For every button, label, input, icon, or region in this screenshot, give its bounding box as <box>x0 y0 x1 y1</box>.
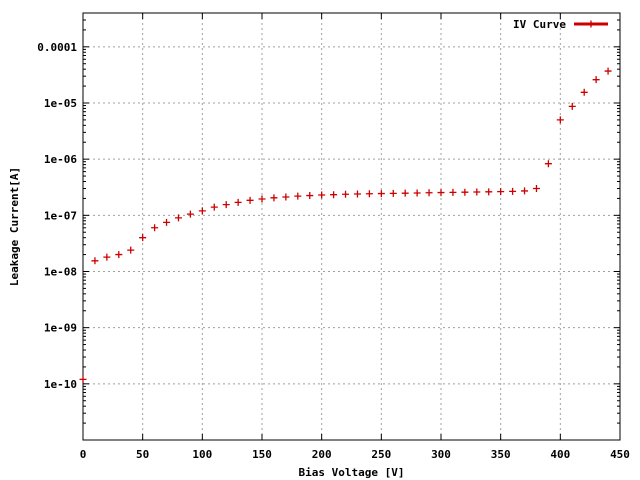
data-point <box>401 189 409 197</box>
data-point <box>163 218 171 226</box>
data-point <box>139 234 147 242</box>
data-point <box>210 203 218 211</box>
data-point <box>174 214 182 222</box>
data-point <box>234 198 242 206</box>
data-point <box>509 187 517 195</box>
y-axis-label: Leakage Current[A] <box>8 167 21 286</box>
data-point <box>532 185 540 193</box>
data-point <box>592 76 600 84</box>
x-tick-label: 350 <box>491 448 511 461</box>
legend-marker <box>587 20 595 28</box>
y-axis: 1e-10 1e-09 1e-08 1e-07 1e-06 1e-05 0.0001 <box>37 19 620 424</box>
data-point <box>306 192 314 200</box>
data-point <box>222 201 230 209</box>
legend-label: IV Curve <box>513 18 566 31</box>
x-tick-label: 150 <box>252 448 272 461</box>
data-point <box>103 253 111 261</box>
data-point <box>521 187 529 195</box>
legend: IV Curve <box>513 18 608 31</box>
data-point <box>377 190 385 198</box>
data-point <box>437 189 445 197</box>
x-tick-label: 50 <box>136 448 149 461</box>
data-point <box>604 67 612 75</box>
x-axis: 0 50 100 150 200 250 300 350 400 450 <box>80 13 630 461</box>
x-tick-label: 0 <box>80 448 87 461</box>
data-point <box>270 194 278 202</box>
y-tick-label: 0.0001 <box>37 41 77 54</box>
x-tick-label: 400 <box>550 448 570 461</box>
data-point <box>461 188 469 196</box>
data-point <box>556 116 564 124</box>
data-point <box>294 192 302 200</box>
x-axis-label: Bias Voltage [V] <box>299 466 405 479</box>
data-point <box>473 188 481 196</box>
data-point <box>318 191 326 199</box>
x-tick-label: 100 <box>192 448 212 461</box>
data-point <box>198 207 206 215</box>
data-point <box>282 193 290 201</box>
y-tick-label: 1e-07 <box>44 209 77 222</box>
data-point <box>497 188 505 196</box>
data-point <box>186 210 194 218</box>
data-point <box>568 102 576 110</box>
data-point <box>79 375 87 383</box>
data-points <box>79 67 612 383</box>
y-tick-label: 1e-08 <box>44 265 77 278</box>
data-point <box>330 191 338 199</box>
data-point <box>342 190 350 198</box>
data-point <box>258 195 266 203</box>
grid-lines <box>83 13 620 440</box>
x-tick-label: 300 <box>431 448 451 461</box>
data-point <box>544 160 552 168</box>
data-point <box>365 190 373 198</box>
data-point <box>151 224 159 232</box>
data-point <box>425 189 433 197</box>
plot-frame <box>82 12 621 441</box>
x-tick-label: 450 <box>610 448 630 461</box>
x-tick-label: 250 <box>371 448 391 461</box>
data-point <box>580 88 588 96</box>
data-point <box>127 246 135 254</box>
data-point <box>389 189 397 197</box>
y-tick-label: 1e-10 <box>44 378 77 391</box>
data-point <box>246 196 254 204</box>
y-tick-label: 1e-09 <box>44 322 77 335</box>
data-point <box>485 188 493 196</box>
data-point <box>413 189 421 197</box>
data-point <box>353 190 361 198</box>
data-point <box>91 257 99 265</box>
y-tick-label: 1e-06 <box>44 153 77 166</box>
data-point <box>449 188 457 196</box>
x-tick-label: 200 <box>312 448 332 461</box>
y-tick-label: 1e-05 <box>44 97 77 110</box>
data-point <box>115 251 123 259</box>
